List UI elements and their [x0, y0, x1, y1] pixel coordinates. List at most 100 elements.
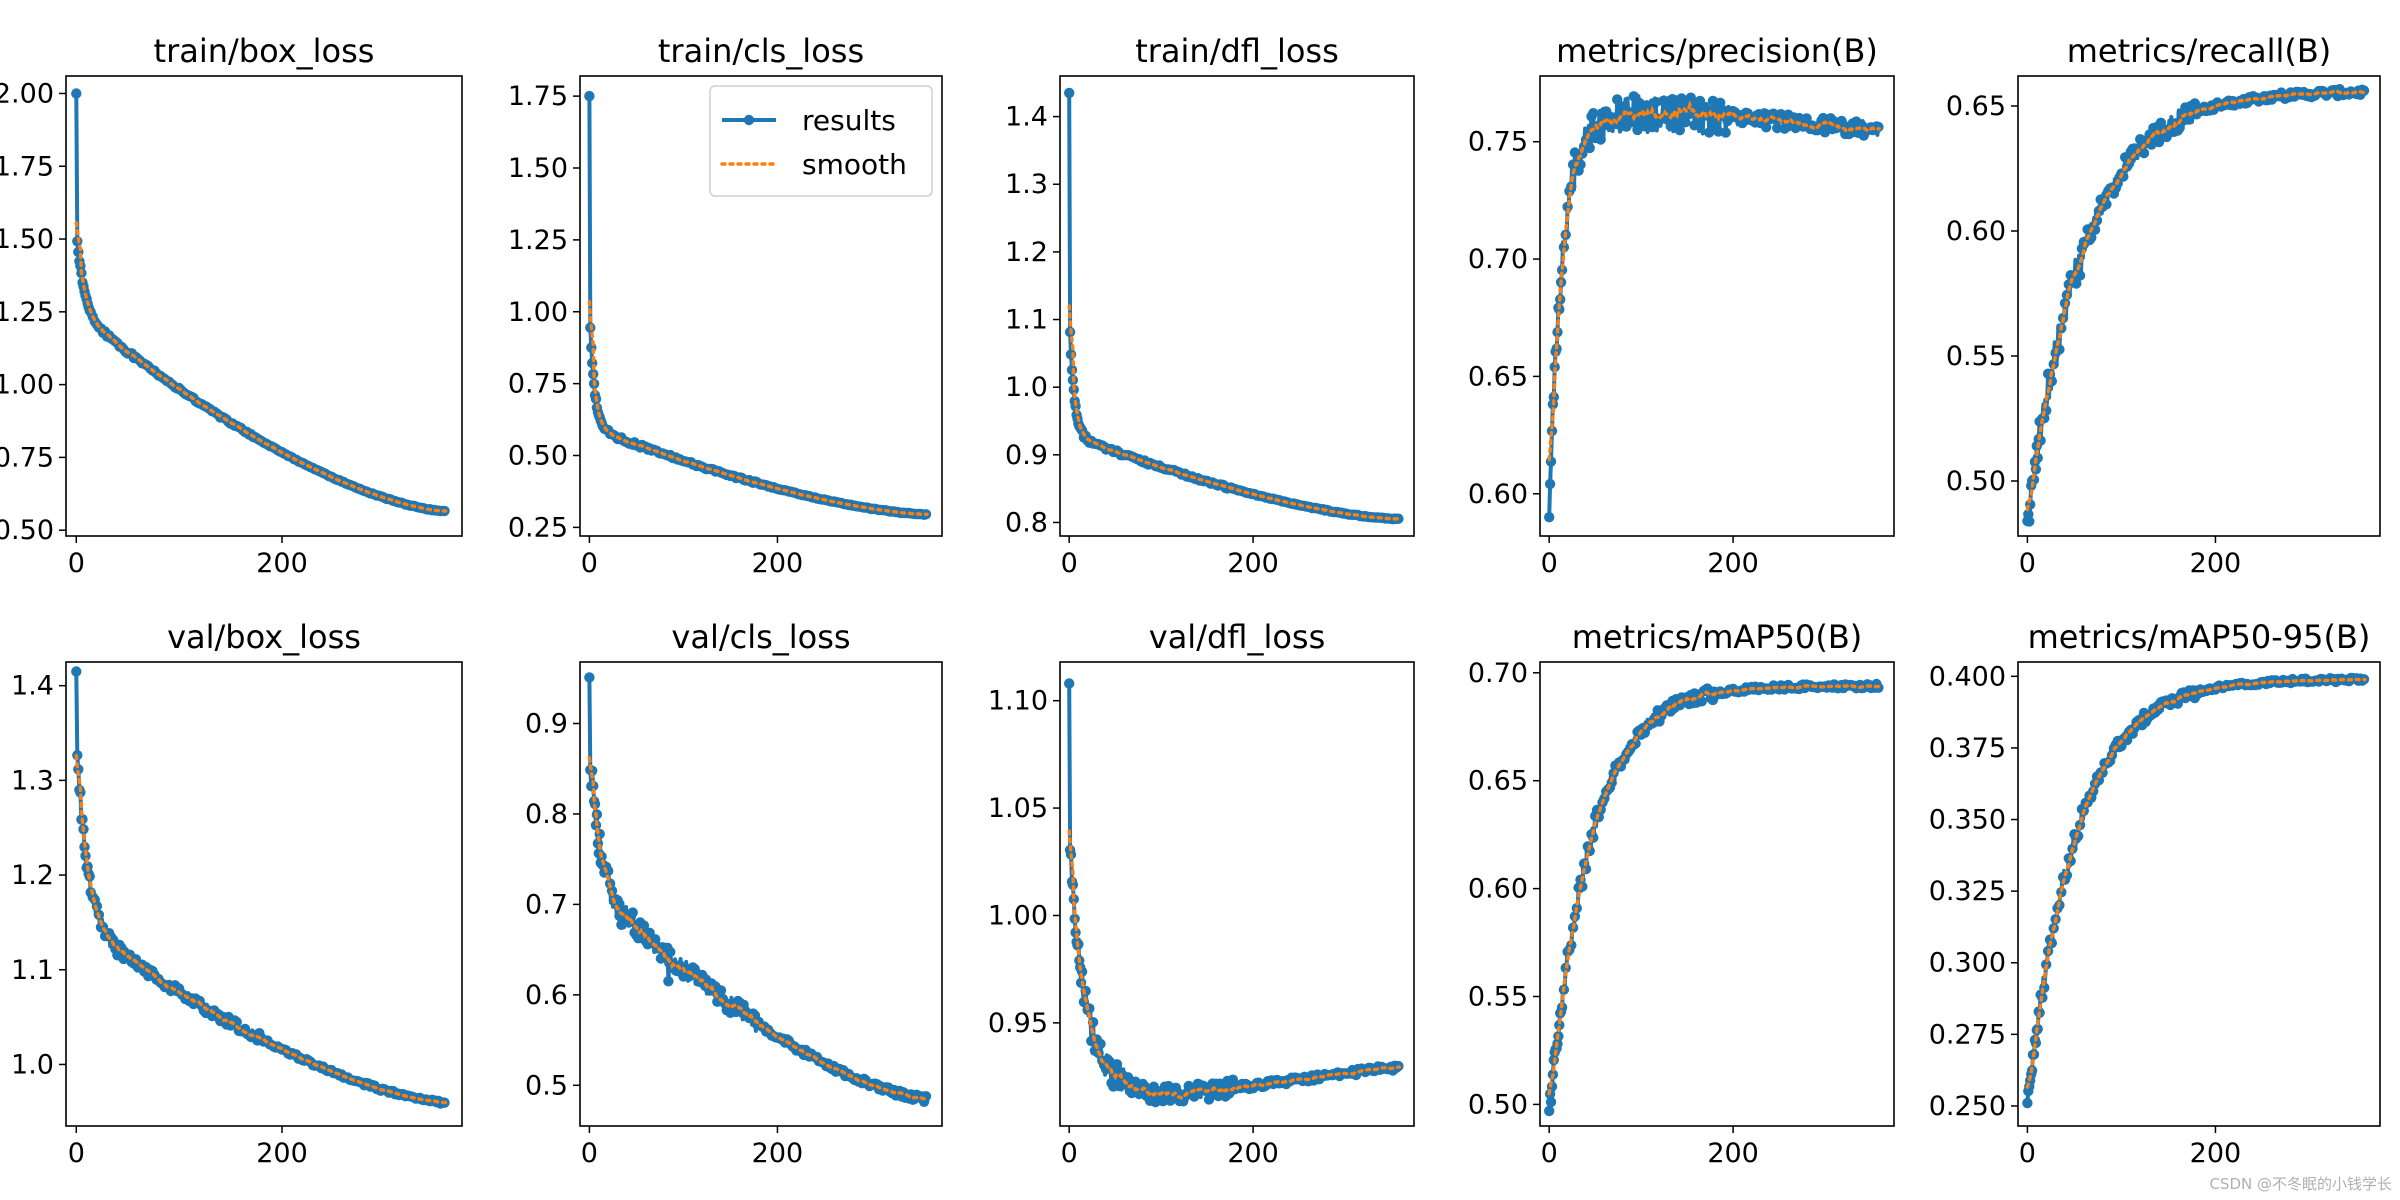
y-tick-label: 1.00: [988, 900, 1048, 931]
smooth-line: [587, 756, 929, 1102]
axes-frame: [579, 75, 943, 537]
data-point: [1064, 678, 1075, 689]
x-tick-label: 0: [2019, 1138, 2036, 1169]
data-point: [1556, 264, 1568, 276]
y-tick-label: 1.75: [508, 81, 568, 112]
y-tick-label: 0.70: [1468, 244, 1528, 275]
y-tick-label: 1.4: [1005, 102, 1048, 133]
y-tick-label: 1.50: [0, 224, 54, 255]
data-point: [715, 985, 727, 996]
data-point: [2024, 516, 2035, 527]
results-line: [2025, 87, 2367, 524]
data-point: [1544, 1105, 1555, 1117]
data-point: [1612, 94, 1623, 105]
data-point: [1696, 696, 1708, 707]
smooth-line: [1067, 829, 1402, 1101]
x-tick-label: 200: [1227, 548, 1279, 579]
y-tick-label: 1.0: [11, 1049, 54, 1080]
chart-title: metrics/mAP50(B): [1572, 618, 1863, 656]
x-tick-label: 200: [752, 1138, 804, 1169]
plot-area: [1544, 678, 1884, 1117]
data-point: [1558, 242, 1570, 253]
data-point: [584, 90, 595, 102]
y-tick-label: 1.0: [1005, 372, 1048, 403]
axes-frame: [1539, 75, 1895, 537]
chart-panel: metrics/recall(B) 0 200 0.50 0.55 0.60 0.65: [1946, 32, 2381, 579]
data-point: [1584, 142, 1595, 154]
y-tick-label: 1.2: [11, 860, 54, 891]
data-point: [1137, 1078, 1149, 1090]
data-point: [584, 672, 595, 683]
smooth-line: [587, 300, 929, 516]
y-tick-label: 0.75: [508, 369, 568, 400]
y-tick-label: 0.65: [1946, 91, 2006, 122]
chart-panel: metrics/mAP50-95(B) 0 200 0.250 0.275 0.300 0.…: [1929, 618, 2381, 1169]
x-tick-label: 200: [1707, 548, 1759, 579]
y-tick-label: 0.50: [0, 515, 54, 546]
smooth-line: [2025, 677, 2367, 1089]
plot-area: [1064, 678, 1404, 1108]
x-tick-label: 200: [1707, 1138, 1759, 1169]
chart-panel: val/cls_loss 0 200 0.5 0.6 0.7 0.8 0.9: [525, 618, 943, 1169]
smooth-line: [74, 754, 448, 1105]
x-tick-label: 0: [1061, 1138, 1078, 1169]
y-tick-label: 0.8: [1005, 507, 1048, 538]
axes-frame: [579, 661, 943, 1127]
plot-area: [2022, 672, 2370, 1109]
y-tick-label: 0.50: [508, 441, 568, 472]
y-tick-label: 1.2: [1005, 237, 1048, 268]
y-tick-label: 1.75: [0, 151, 54, 182]
x-tick-label: 0: [1541, 1138, 1558, 1169]
x-tick-label: 0: [581, 548, 598, 579]
y-tick-label: 0.375: [1929, 733, 2006, 764]
x-tick-label: 0: [68, 548, 85, 579]
chart-title: train/dfl_loss: [1135, 32, 1339, 70]
y-tick-label: 1.10: [988, 686, 1048, 717]
smooth-line: [1547, 100, 1882, 462]
x-tick-label: 200: [256, 1138, 308, 1169]
y-tick-label: 0.8: [525, 799, 568, 830]
y-tick-label: 0.65: [1468, 361, 1528, 392]
data-point: [1588, 108, 1599, 119]
results-line: [587, 677, 929, 1104]
plot-area: [1064, 87, 1404, 525]
y-tick-label: 1.00: [508, 297, 568, 328]
x-tick-label: 200: [2190, 548, 2242, 579]
x-tick-label: 0: [68, 1138, 85, 1169]
chart-panel: train/dfl_loss 0 200 0.8 0.9 1.0 1.1 1.2 1.3 1.4: [1005, 32, 1415, 579]
data-point: [1720, 127, 1731, 138]
data-point: [1647, 121, 1658, 133]
chart-panel: train/box_loss 0 200 0.50 0.75 1.00 1.25 1.50 1.…: [0, 32, 463, 579]
chart-title: val/cls_loss: [671, 618, 850, 656]
y-tick-label: 0.60: [1468, 874, 1528, 905]
y-tick-label: 0.350: [1929, 805, 2006, 836]
chart-title: metrics/mAP50-95(B): [2028, 618, 2371, 656]
y-tick-label: 0.65: [1468, 766, 1528, 797]
data-point: [627, 907, 638, 918]
smooth-line: [1067, 304, 1402, 521]
data-point: [1549, 361, 1560, 373]
axes-frame: [65, 661, 463, 1127]
y-tick-label: 0.9: [1005, 440, 1048, 471]
axes-frame: [1539, 661, 1895, 1127]
axes-frame: [65, 75, 463, 537]
y-tick-label: 0.50: [1468, 1089, 1528, 1120]
y-tick-label: 0.300: [1929, 948, 2006, 979]
data-point: [1544, 512, 1555, 523]
data-point: [1674, 125, 1686, 136]
x-tick-label: 200: [1227, 1138, 1279, 1169]
legend-box: [709, 85, 933, 197]
legend-results-marker: [743, 114, 755, 126]
x-tick-label: 0: [1541, 548, 1558, 579]
legend-results-label: results: [802, 104, 896, 137]
data-point: [1680, 117, 1691, 128]
chart-title: metrics/precision(B): [1556, 32, 1878, 70]
data-point: [1873, 121, 1884, 133]
y-tick-label: 0.7: [525, 889, 568, 920]
data-point: [1545, 1096, 1557, 1108]
data-point: [1694, 95, 1706, 107]
plot-area: [1544, 91, 1884, 523]
data-point: [2022, 1097, 2033, 1109]
chart-panel: val/box_loss 0 200 1.0 1.1 1.2 1.3 1.4: [11, 618, 463, 1169]
plot-area: [2022, 84, 2370, 527]
